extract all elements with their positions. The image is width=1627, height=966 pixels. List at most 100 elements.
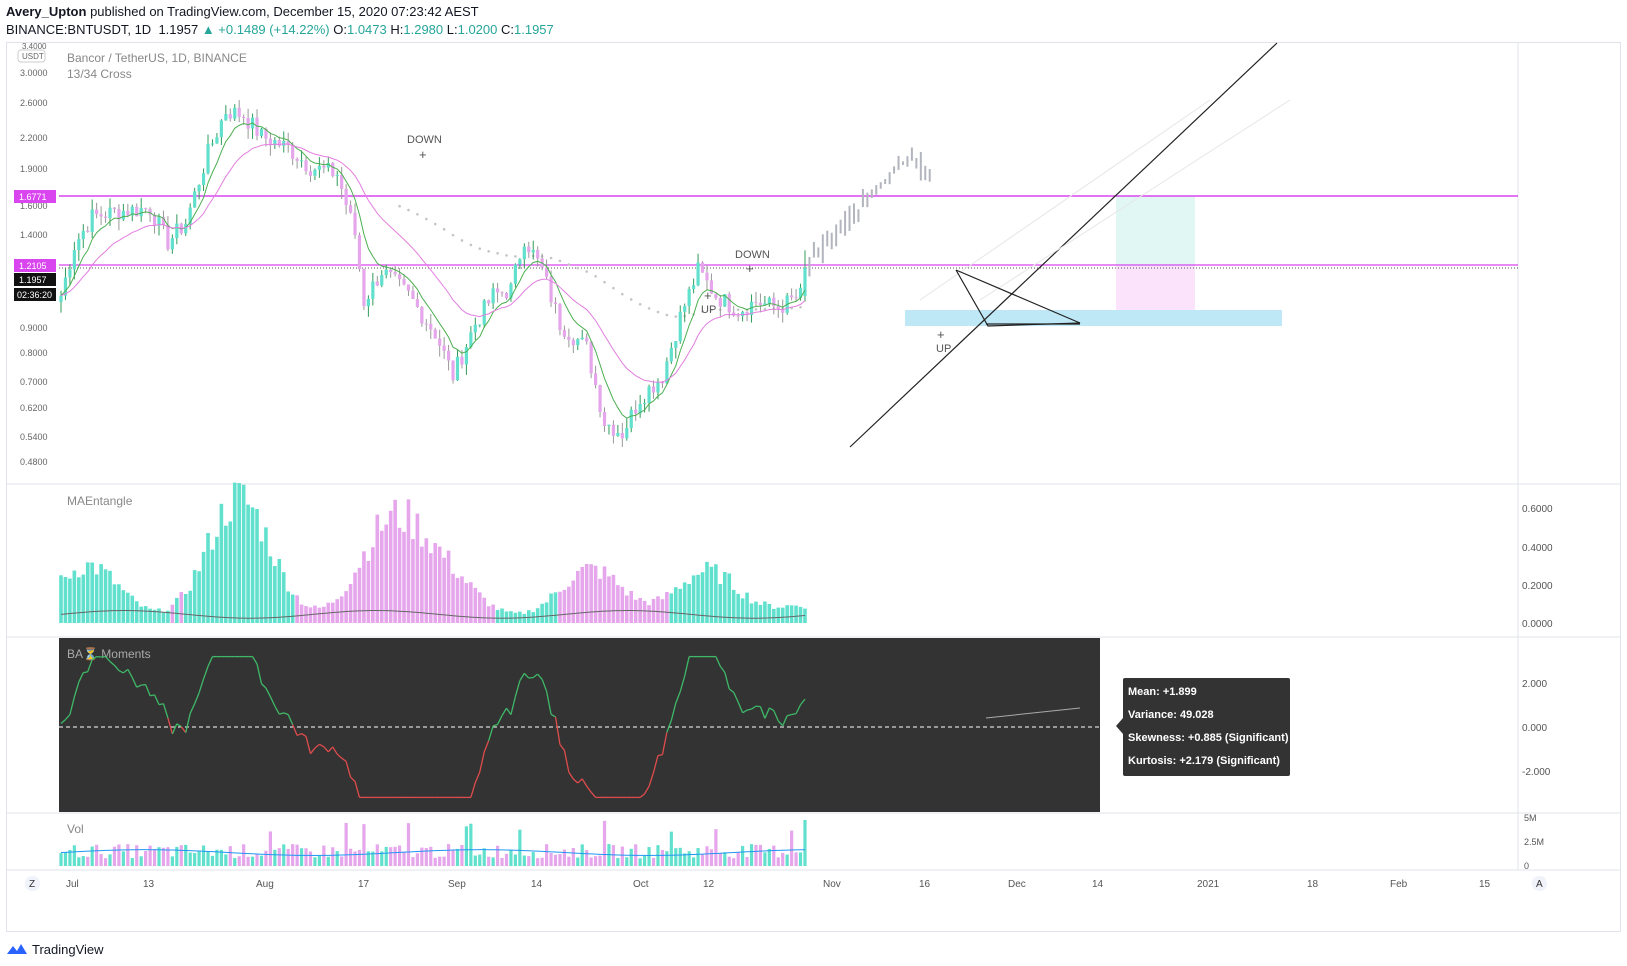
candle-body [206,143,210,174]
long-ma-dot [799,305,802,309]
ma-hist-bar [166,610,170,623]
ma-hist-bar [277,558,282,623]
bam-segment [541,679,548,692]
volume-bar [491,857,495,866]
ma-hist-bar [785,605,789,623]
volume-bar [188,852,192,866]
long-ma-dot [656,310,660,314]
volume-bar [482,848,486,866]
volume-bar [487,856,491,866]
ma-hist-bar [406,499,411,623]
volume-bar [219,849,223,866]
ma-hist-bar [593,565,598,623]
bam-segment [791,712,797,716]
ma-hist-bar [428,553,433,623]
candle-body [602,412,607,426]
ma-hist-bar [575,570,580,623]
bam-segment [252,656,258,665]
last-price: 1.1957 [158,22,199,37]
volume-bar [286,848,290,866]
vol-tick: 5M [1524,813,1537,823]
moving-averages [60,122,806,419]
long-ma-dots [398,204,802,318]
volume-bar [228,846,232,866]
candle-body [549,276,553,303]
bam-segment [568,771,574,780]
ma-hist-bar [250,507,255,623]
ma-hist-bar [94,574,99,623]
bam-segment [158,703,164,706]
volume-bar [384,846,388,866]
volume-bar [304,848,308,866]
volume-bar [179,845,183,866]
volume-bar [313,857,317,866]
long-ma-dot [478,247,482,250]
volume-bar [527,856,531,866]
volume-bar [562,849,567,866]
countdown-label [14,288,56,301]
trendline-parallel-2 [979,99,1291,301]
bam-tick: 2.000 [1522,679,1547,690]
volume-bar [709,849,714,866]
author[interactable]: Avery_Upton [6,4,87,19]
main-drawings [59,42,1518,448]
volume-bar [478,854,482,866]
volume-ma-line [60,849,805,856]
tradingview-brand[interactable]: TradingView [6,936,104,962]
long-ma-dot [442,228,446,231]
candle-body [580,337,584,340]
candle-body [700,262,705,273]
ma-hist-bar [696,574,700,623]
candle-body [705,272,709,281]
volume-bar [242,844,246,866]
auto-scale-right-label: A [1536,879,1543,890]
bam-segment [323,746,329,753]
bam-segment [153,694,160,705]
ma-hist-bar [237,483,241,623]
volume-bar [576,857,580,866]
chart-container[interactable] [6,42,1621,932]
volume-bar [705,846,709,866]
auto-scale-left-button[interactable] [25,876,40,891]
bam-segment [180,726,187,734]
candle-body [264,128,268,139]
time-label: 17 [358,879,370,890]
volume-bar [602,820,607,866]
candle-body [380,275,384,286]
volume-bar [651,857,656,866]
candle-body [313,169,317,176]
bam-segment [91,656,98,661]
price-label-magenta-high [14,190,56,203]
main-subtitle: 13/34 Cross [67,67,132,81]
volume-bar [692,857,696,866]
ma-hist-bar [633,599,638,623]
volume-bar [268,831,272,866]
time-label: 13 [143,879,155,890]
ma-hist-bar [665,592,669,623]
candle-body [669,347,673,362]
volume-bar [696,848,700,866]
candle-body [709,280,714,294]
ma-hist-bar [700,572,705,623]
candle-body [692,285,696,290]
ma-hist-bar [477,592,482,623]
volume-bar [375,844,379,866]
volume-bar [335,851,339,866]
ma-hist-bar [611,574,616,623]
volume-bar [86,856,90,866]
long-ma-dot [433,222,437,226]
volume-bar [144,850,148,866]
ma-hist-bar [549,593,553,623]
auto-scale-right-button[interactable] [1532,876,1547,891]
bam-segment [492,723,498,727]
candle-body [611,424,616,436]
candle-body [553,302,558,305]
published-text: published on TradingView.com, December 1… [90,4,479,19]
ma-hist-bar [673,587,678,623]
ma-hist-bar [705,561,709,623]
bam-segment [572,778,579,784]
volume-bar [687,851,691,866]
candle-body [402,279,406,285]
long-ma-dot [576,266,580,270]
